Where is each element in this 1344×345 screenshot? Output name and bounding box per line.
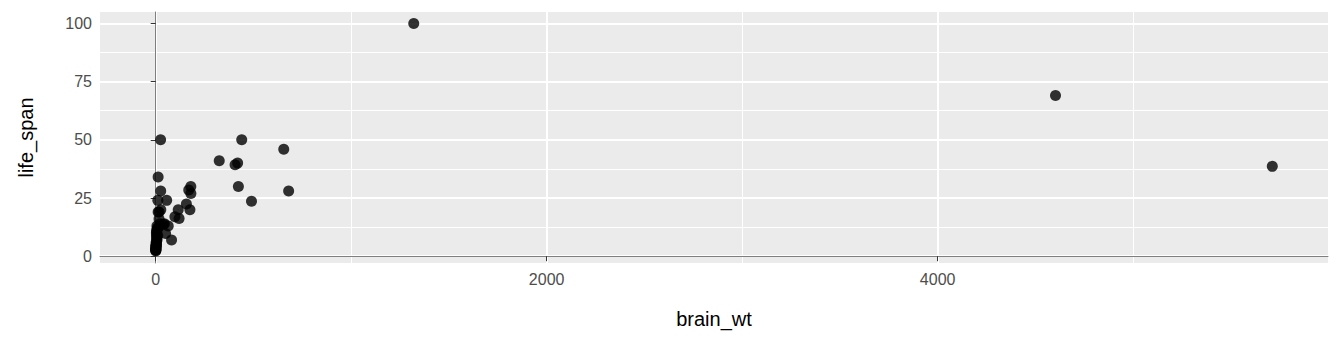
svg-text:0: 0 (151, 271, 160, 288)
svg-text:100: 100 (65, 15, 92, 32)
svg-text:50: 50 (74, 131, 92, 148)
svg-text:life_span: life_span (15, 97, 38, 177)
svg-text:75: 75 (74, 73, 92, 90)
svg-text:0: 0 (83, 248, 92, 265)
svg-text:25: 25 (74, 190, 92, 207)
svg-text:2000: 2000 (529, 271, 565, 288)
svg-text:4000: 4000 (920, 271, 956, 288)
svg-text:brain_wt: brain_wt (676, 308, 752, 331)
